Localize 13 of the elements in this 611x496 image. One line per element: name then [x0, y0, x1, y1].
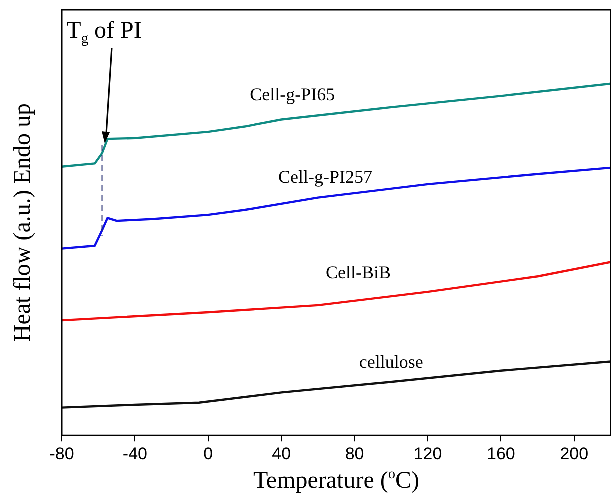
x-tick-label: 160 [487, 444, 516, 464]
x-tick-label: 200 [560, 444, 589, 464]
x-tick-label: 0 [204, 444, 214, 464]
series-label: Cell-BiB [326, 262, 391, 283]
series-label: Cell-g-PI257 [278, 166, 373, 187]
x-tick-label: 120 [414, 444, 442, 464]
x-tick-label: -80 [50, 444, 74, 464]
x-tick-label: -40 [122, 444, 148, 464]
series-label: Cell-g-PI65 [250, 84, 336, 105]
x-tick-label: 40 [272, 444, 292, 464]
x-tick-label: 80 [345, 444, 364, 464]
y-axis-title: Heat flow (a.u.) Endo up [10, 104, 36, 342]
series-label: cellulose [359, 352, 424, 372]
